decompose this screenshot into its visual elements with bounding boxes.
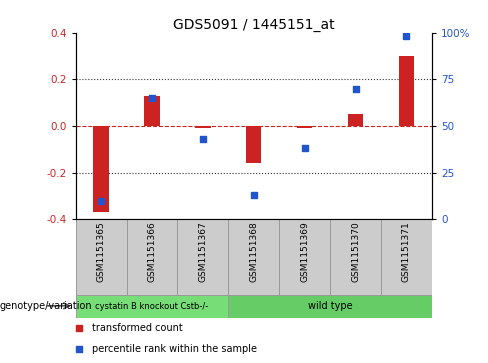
Text: GSM1151368: GSM1151368 bbox=[249, 222, 258, 282]
Bar bbox=[195, 126, 210, 129]
Bar bbox=[228, 295, 432, 318]
Point bbox=[97, 198, 105, 204]
Text: transformed count: transformed count bbox=[92, 323, 183, 333]
Text: GSM1151371: GSM1151371 bbox=[402, 222, 411, 282]
Text: cystatin B knockout Cstb-/-: cystatin B knockout Cstb-/- bbox=[95, 302, 208, 311]
Point bbox=[75, 326, 83, 331]
Point bbox=[75, 346, 83, 352]
Point bbox=[148, 95, 156, 101]
Bar bbox=[381, 219, 432, 295]
Bar bbox=[348, 114, 363, 126]
Point bbox=[250, 192, 258, 198]
Text: percentile rank within the sample: percentile rank within the sample bbox=[92, 344, 257, 354]
Bar bbox=[297, 126, 312, 129]
Point bbox=[403, 33, 410, 39]
Bar bbox=[399, 56, 414, 126]
Text: genotype/variation: genotype/variation bbox=[0, 301, 93, 311]
Point bbox=[301, 146, 308, 151]
Text: wild type: wild type bbox=[308, 301, 352, 311]
Bar bbox=[228, 219, 279, 295]
Text: GSM1151366: GSM1151366 bbox=[147, 222, 157, 282]
Bar bbox=[178, 219, 228, 295]
Bar bbox=[126, 219, 178, 295]
Text: GSM1151369: GSM1151369 bbox=[300, 222, 309, 282]
Bar bbox=[330, 219, 381, 295]
Bar bbox=[144, 96, 160, 126]
Bar bbox=[94, 126, 109, 212]
Text: GSM1151367: GSM1151367 bbox=[198, 222, 207, 282]
Text: GSM1151365: GSM1151365 bbox=[97, 222, 105, 282]
Point bbox=[352, 86, 360, 91]
Bar bbox=[76, 295, 228, 318]
Point bbox=[199, 136, 207, 142]
Text: GSM1151370: GSM1151370 bbox=[351, 222, 360, 282]
Bar bbox=[76, 219, 126, 295]
Bar bbox=[246, 126, 262, 163]
Title: GDS5091 / 1445151_at: GDS5091 / 1445151_at bbox=[173, 18, 335, 32]
Bar bbox=[279, 219, 330, 295]
